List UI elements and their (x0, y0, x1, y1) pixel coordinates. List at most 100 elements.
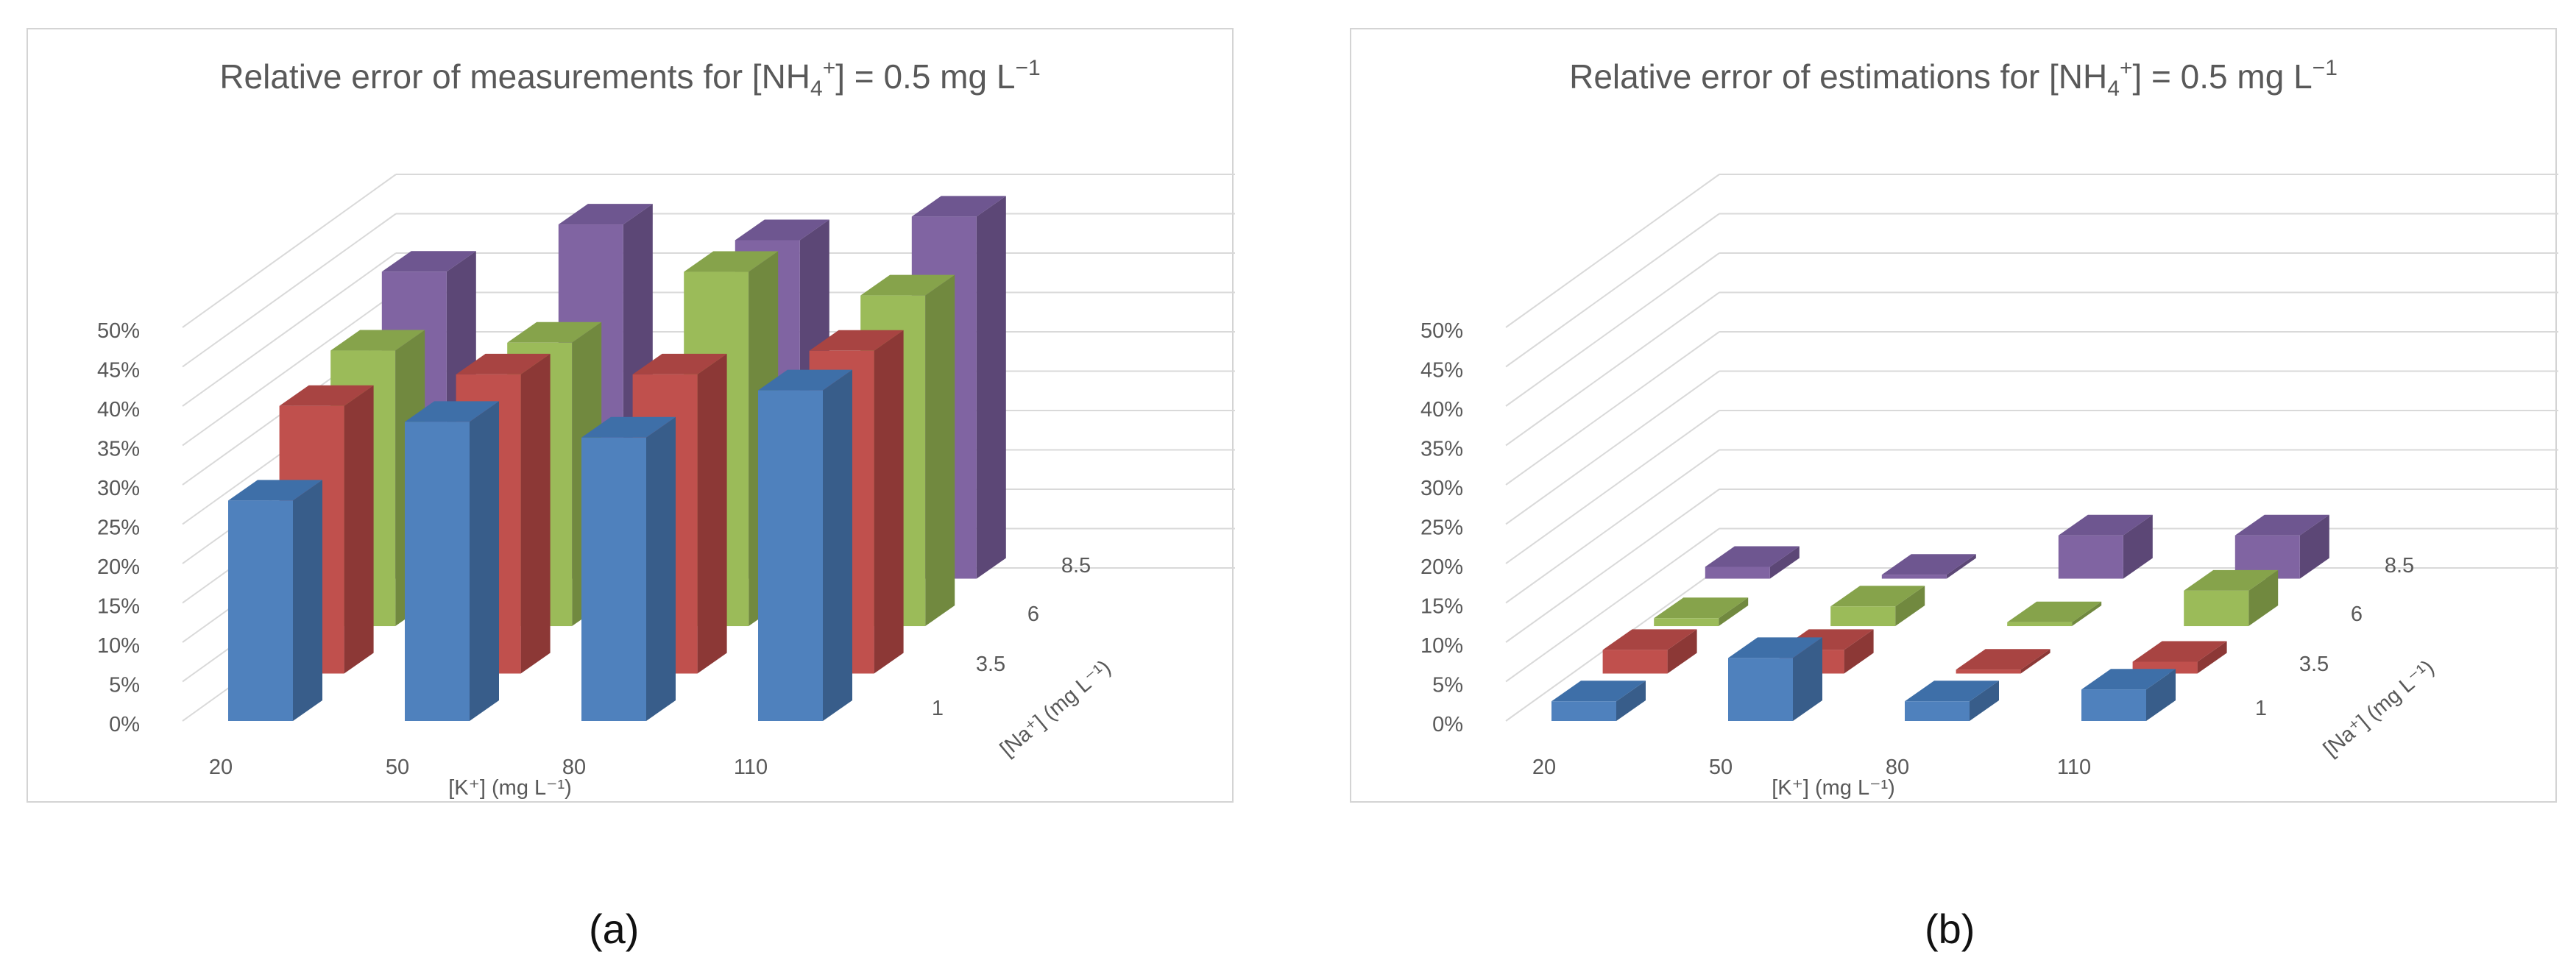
y-tick-label: 40% (1420, 398, 1463, 422)
bar-front (2081, 689, 2146, 721)
x-tick-label: 80 (562, 756, 586, 779)
bar-top (330, 330, 425, 351)
y-tick-label: 10% (97, 634, 140, 658)
y-axis-labels: 0% 5% 10% 15% 20% 25% 30% 35% 40% 45% 50% (97, 319, 140, 736)
bar-front (2184, 590, 2249, 627)
x-tick-label: 50 (1709, 756, 1733, 779)
bar-front (1881, 575, 1947, 579)
bar-top (911, 196, 1006, 217)
bar-top (684, 251, 779, 272)
y-tick-label: 45% (97, 359, 140, 383)
bar-series-8_5-cat-50 (1881, 554, 1976, 579)
depth-tick-label: 6 (1027, 603, 1039, 626)
bar-top (735, 219, 829, 241)
bar-top (507, 321, 602, 343)
bar-front (405, 422, 470, 721)
y-tick-label: 50% (97, 319, 140, 343)
bar-series-8_5-cat-110 (2234, 514, 2329, 579)
bar-series-1-cat-20 (1551, 681, 1646, 721)
bar-side (1719, 597, 1749, 626)
y-tick-label: 35% (97, 438, 140, 461)
bar-side (1970, 681, 1999, 721)
bar-series-6-cat-110 (2184, 569, 2279, 627)
x-axis-labels: 20 50 80 110 (209, 756, 768, 779)
depth-tick-label: 6 (2351, 603, 2363, 626)
bar-side (293, 480, 322, 721)
y-tick-label: 50% (1420, 319, 1463, 343)
bar-side (344, 385, 374, 674)
bar-top (1654, 597, 1749, 619)
bar-side (1793, 637, 1822, 721)
bar-top (1728, 637, 1822, 658)
depth-tick-label: 8.5 (2385, 554, 2414, 578)
bar-side (2197, 641, 2227, 674)
bar-top (1881, 554, 1976, 575)
bar-series-1-cat-80 (581, 416, 676, 721)
y-tick-label: 25% (97, 516, 140, 540)
bar-top (809, 330, 904, 351)
bar-front (1654, 618, 1719, 627)
bar-top (581, 416, 676, 438)
chart-plot-area: 0% 5% 10% 15% 20% 25% 30% 35% 40% 45% 50% 20 50 80 110… (1420, 174, 2558, 800)
depth-tick-label: 3.5 (2299, 653, 2329, 676)
chart-title: Relative error of measurements for [NH4+… (219, 56, 1041, 101)
bar-series-8_5-cat-20 (1705, 546, 1800, 579)
bar-top (1602, 629, 1697, 650)
bar-side (646, 416, 676, 721)
bar-series-1-cat-110 (758, 369, 852, 721)
depth-tick-label: 1 (2255, 697, 2267, 720)
depth-tick-label: 3.5 (976, 653, 1005, 676)
bar-side (1895, 586, 1925, 626)
x-axis-labels: 20 50 80 110 (1532, 756, 2091, 779)
bar-side (520, 353, 551, 674)
bar-side (925, 274, 955, 626)
bar-side (2299, 514, 2329, 579)
gridline-side (1505, 174, 1720, 328)
depth-axis-labels: 1 3.5 6 8.5 (932, 554, 1091, 720)
depth-tick-label: 1 (932, 697, 944, 720)
bar-top (1830, 586, 1925, 607)
gridline-side (1505, 410, 1720, 564)
y-tick-label: 5% (109, 674, 140, 697)
gridline-side (1505, 370, 1720, 525)
gridline-side (1505, 489, 1720, 643)
bar-side (470, 401, 499, 721)
bar-front (581, 437, 646, 721)
bar-front (1602, 650, 1668, 674)
bar-top (758, 369, 852, 391)
bar-top (632, 353, 727, 374)
bar-top (405, 401, 499, 422)
gridline-side (182, 252, 397, 407)
bar-side (2146, 669, 2176, 721)
y-axis-labels: 0% 5% 10% 15% 20% 25% 30% 35% 40% 45% 50% (1420, 319, 1463, 736)
bars (228, 196, 1006, 721)
bar-front (1830, 606, 1896, 627)
bar-series-3_5-cat-110 (2132, 641, 2227, 674)
bar-series-1-cat-110 (2081, 669, 2176, 721)
bar-side (2248, 569, 2279, 626)
bar-side (874, 330, 904, 674)
bar-top (2234, 514, 2329, 536)
bar-side (2020, 649, 2050, 674)
bar-top (558, 204, 653, 225)
caption-b: (b) (1925, 906, 1975, 952)
bar-side (2072, 601, 2102, 626)
bar-side (697, 353, 727, 674)
bar-front (1551, 701, 1616, 721)
y-tick-label: 25% (1420, 516, 1463, 540)
bar-series-6-cat-80 (2007, 601, 2102, 627)
y-tick-label: 30% (97, 477, 140, 500)
y-tick-label: 30% (1420, 477, 1463, 500)
bar-side (1946, 554, 1976, 579)
gridline-side (1505, 449, 1720, 604)
bar-series-3_5-cat-80 (1956, 649, 2050, 674)
bar-front (1956, 669, 2021, 674)
chart-panel-b: Relative error of estimations for [NH4+]… (1350, 28, 2558, 803)
bar-side (1616, 681, 1646, 721)
bar-top (2184, 569, 2279, 591)
chart-plot-area: 0% 5% 10% 15% 20% 25% 30% 35% 40% 45% 50% 20 50 80 110… (97, 174, 1235, 800)
bar-series-3_5-cat-20 (1602, 629, 1697, 674)
depth-axis-title: [Na⁺] (mg L⁻¹) (2319, 656, 2439, 761)
bar-top (1551, 681, 1646, 702)
bar-series-1-cat-80 (1905, 681, 1999, 721)
